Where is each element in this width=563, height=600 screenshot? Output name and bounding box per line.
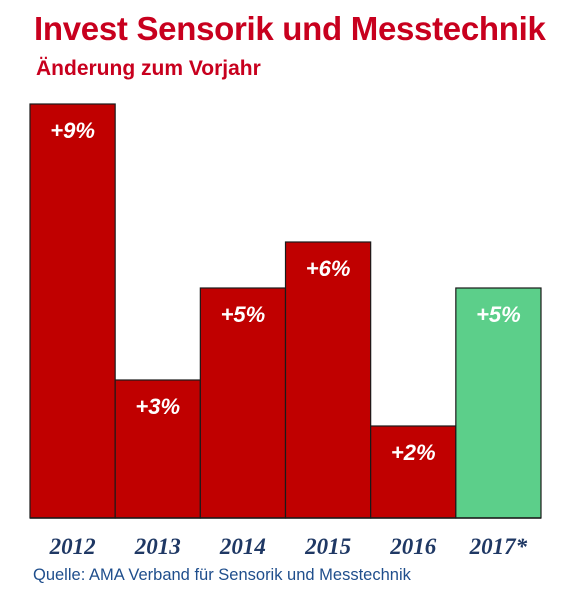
bar-2015: [284, 241, 372, 519]
bar-2013: [114, 379, 201, 519]
data-label-2015: +6%: [306, 256, 351, 281]
source-note: Quelle: AMA Verband für Sensorik und Mes…: [33, 566, 411, 584]
data-label-2013: +3%: [135, 394, 180, 419]
x-tick-label-2012: 2012: [49, 534, 96, 559]
bar-2012: [29, 103, 116, 519]
data-label-2016: +2%: [391, 440, 436, 465]
data-label-2017*: +5%: [476, 302, 521, 327]
x-tick-label-2016: 2016: [389, 534, 437, 559]
chart-subtitle: Änderung zum Vorjahr: [36, 57, 261, 80]
data-label-2012: +9%: [50, 118, 95, 143]
x-tick-label-2013: 2013: [134, 534, 181, 559]
x-tick-label-2014: 2014: [219, 534, 266, 559]
data-label-2014: +5%: [221, 302, 266, 327]
chart-title: Invest Sensorik und Messtechnik: [34, 10, 546, 47]
x-tick-label-2015: 2015: [304, 534, 351, 559]
x-tick-label-2017*: 2017*: [469, 534, 528, 559]
